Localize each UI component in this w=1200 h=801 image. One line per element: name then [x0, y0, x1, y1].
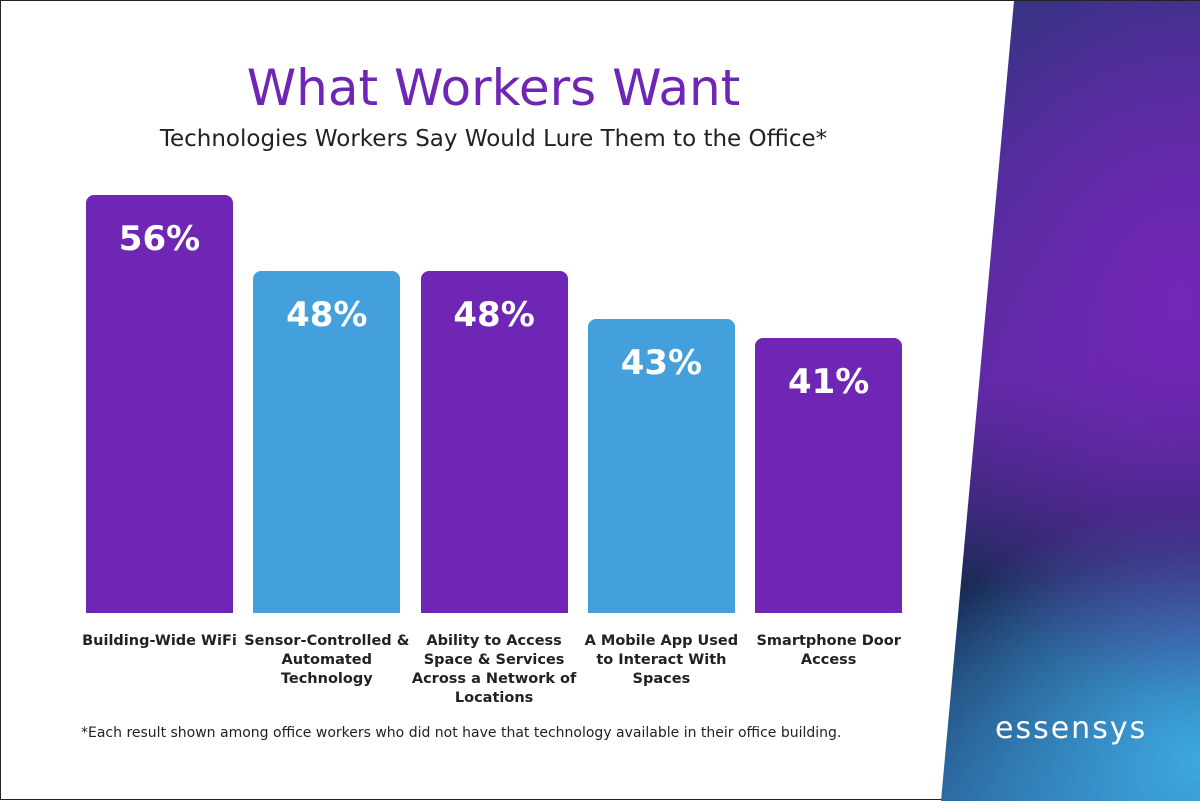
footnote: *Each result shown among office workers …: [81, 725, 842, 741]
data-label: 48%: [453, 295, 535, 335]
bar: [86, 195, 233, 613]
essensys-logo: essensys: [995, 711, 1148, 746]
category-label: A Mobile App Used to Interact With Space…: [584, 633, 739, 687]
category-label: Smartphone Door Access: [756, 633, 901, 668]
data-label: 41%: [787, 361, 870, 402]
bar: [420, 271, 568, 613]
category-label: Building-Wide WiFi: [82, 633, 237, 649]
bar: [587, 318, 735, 613]
bar: [253, 271, 401, 613]
bar: [755, 337, 903, 613]
data-label: 56%: [118, 219, 201, 259]
chart-title: What Workers Want: [246, 59, 741, 117]
data-label: 48%: [286, 295, 368, 335]
category-label: Ability to Access Space & Services Acros…: [411, 633, 577, 706]
category-label: Sensor-Controlled & Automated Technology: [244, 633, 410, 687]
data-label: 43%: [620, 342, 703, 383]
chart-subtitle: Technologies Workers Say Would Lure Them…: [159, 126, 828, 152]
